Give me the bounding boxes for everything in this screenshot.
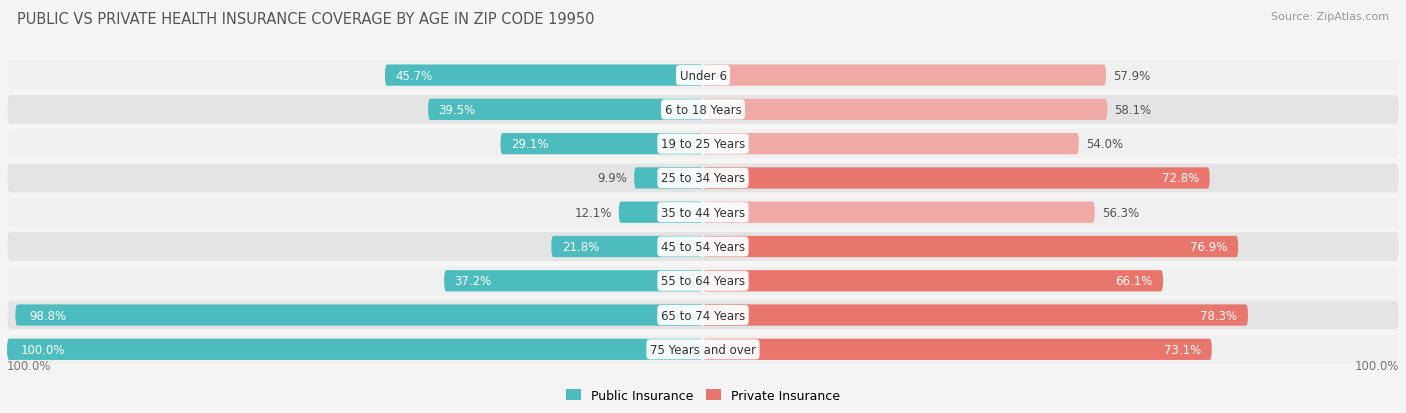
FancyBboxPatch shape bbox=[501, 134, 703, 155]
Text: PUBLIC VS PRIVATE HEALTH INSURANCE COVERAGE BY AGE IN ZIP CODE 19950: PUBLIC VS PRIVATE HEALTH INSURANCE COVER… bbox=[17, 12, 595, 27]
FancyBboxPatch shape bbox=[7, 301, 1399, 330]
FancyBboxPatch shape bbox=[703, 100, 1108, 121]
Text: 25 to 34 Years: 25 to 34 Years bbox=[661, 172, 745, 185]
FancyBboxPatch shape bbox=[551, 236, 703, 257]
FancyBboxPatch shape bbox=[7, 233, 1399, 261]
FancyBboxPatch shape bbox=[7, 164, 1399, 193]
Text: 100.0%: 100.0% bbox=[1354, 359, 1399, 372]
Text: 65 to 74 Years: 65 to 74 Years bbox=[661, 309, 745, 322]
Text: 100.0%: 100.0% bbox=[7, 359, 52, 372]
FancyBboxPatch shape bbox=[703, 202, 1095, 223]
FancyBboxPatch shape bbox=[7, 96, 1399, 124]
Text: 29.1%: 29.1% bbox=[510, 138, 548, 151]
Text: Source: ZipAtlas.com: Source: ZipAtlas.com bbox=[1271, 12, 1389, 22]
FancyBboxPatch shape bbox=[703, 305, 1249, 326]
FancyBboxPatch shape bbox=[7, 130, 1399, 159]
Text: 37.2%: 37.2% bbox=[454, 275, 492, 287]
FancyBboxPatch shape bbox=[703, 339, 1212, 360]
Text: 56.3%: 56.3% bbox=[1102, 206, 1139, 219]
FancyBboxPatch shape bbox=[7, 198, 1399, 227]
Text: 73.1%: 73.1% bbox=[1164, 343, 1201, 356]
Text: 6 to 18 Years: 6 to 18 Years bbox=[665, 104, 741, 116]
FancyBboxPatch shape bbox=[7, 339, 703, 360]
Text: 19 to 25 Years: 19 to 25 Years bbox=[661, 138, 745, 151]
FancyBboxPatch shape bbox=[634, 168, 703, 189]
Text: 54.0%: 54.0% bbox=[1085, 138, 1123, 151]
Text: 39.5%: 39.5% bbox=[439, 104, 475, 116]
Text: Under 6: Under 6 bbox=[679, 69, 727, 83]
FancyBboxPatch shape bbox=[619, 202, 703, 223]
Text: 72.8%: 72.8% bbox=[1161, 172, 1199, 185]
Text: 55 to 64 Years: 55 to 64 Years bbox=[661, 275, 745, 287]
Text: 78.3%: 78.3% bbox=[1201, 309, 1237, 322]
FancyBboxPatch shape bbox=[427, 100, 703, 121]
Text: 35 to 44 Years: 35 to 44 Years bbox=[661, 206, 745, 219]
FancyBboxPatch shape bbox=[703, 168, 1209, 189]
Text: 66.1%: 66.1% bbox=[1115, 275, 1153, 287]
Text: 75 Years and over: 75 Years and over bbox=[650, 343, 756, 356]
Text: 58.1%: 58.1% bbox=[1115, 104, 1152, 116]
Text: 9.9%: 9.9% bbox=[598, 172, 627, 185]
Text: 98.8%: 98.8% bbox=[30, 309, 66, 322]
FancyBboxPatch shape bbox=[7, 62, 1399, 90]
FancyBboxPatch shape bbox=[7, 335, 1399, 364]
FancyBboxPatch shape bbox=[703, 236, 1239, 257]
Text: 12.1%: 12.1% bbox=[575, 206, 612, 219]
Text: 76.9%: 76.9% bbox=[1191, 240, 1227, 253]
Text: 21.8%: 21.8% bbox=[562, 240, 599, 253]
FancyBboxPatch shape bbox=[15, 305, 703, 326]
Legend: Public Insurance, Private Insurance: Public Insurance, Private Insurance bbox=[561, 384, 845, 407]
FancyBboxPatch shape bbox=[703, 65, 1107, 86]
Text: 45 to 54 Years: 45 to 54 Years bbox=[661, 240, 745, 253]
FancyBboxPatch shape bbox=[444, 271, 703, 292]
Text: 100.0%: 100.0% bbox=[21, 343, 66, 356]
FancyBboxPatch shape bbox=[7, 267, 1399, 295]
Text: 57.9%: 57.9% bbox=[1114, 69, 1150, 83]
FancyBboxPatch shape bbox=[385, 65, 703, 86]
FancyBboxPatch shape bbox=[703, 134, 1078, 155]
FancyBboxPatch shape bbox=[703, 271, 1163, 292]
Text: 45.7%: 45.7% bbox=[395, 69, 433, 83]
